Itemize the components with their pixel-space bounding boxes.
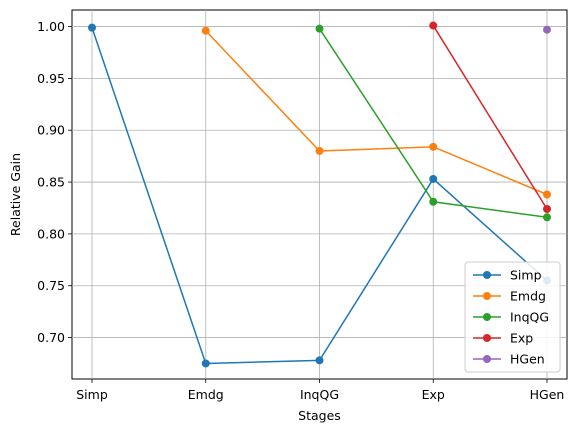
series-line-emdg	[205, 30, 548, 196]
x-tick-label: Emdg	[188, 387, 224, 402]
data-point-emdg	[315, 146, 324, 155]
y-tick-label: 0.90	[37, 123, 65, 138]
legend: Simp Emdg InqQG Exp HGen	[464, 261, 561, 373]
data-point-simp	[315, 356, 324, 365]
y-tick-label: 0.85	[37, 175, 65, 190]
legend-marker	[483, 355, 491, 363]
data-point-exp	[429, 21, 438, 30]
y-axis: 0.70 0.75 0.80 0.85 0.90 0.95 1.00	[37, 19, 72, 345]
y-axis-label: Relative Gain	[8, 153, 23, 236]
legend-box	[464, 261, 561, 373]
data-point-simp	[429, 174, 438, 183]
x-tick-label: Simp	[76, 387, 108, 402]
data-point-simp	[88, 23, 96, 32]
data-point-emdg	[429, 142, 438, 151]
legend-label: HGen	[510, 352, 545, 367]
series-line-exp	[432, 25, 548, 210]
y-tick-label: 0.70	[37, 330, 65, 345]
legend-label: Exp	[510, 331, 533, 346]
legend-marker	[483, 271, 491, 279]
data-point-emdg	[543, 190, 551, 199]
data-point-simp	[201, 359, 210, 368]
data-point-inqqg	[315, 24, 324, 33]
legend-marker	[483, 313, 491, 321]
data-point-exp	[543, 205, 551, 214]
y-tick-label: 0.75	[37, 278, 65, 293]
data-point-hgen	[543, 25, 551, 34]
legend-label: InqQG	[510, 310, 549, 325]
y-tick-label: 0.80	[37, 226, 65, 241]
legend-label: Emdg	[510, 289, 546, 304]
y-tick-label: 1.00	[37, 19, 65, 34]
data-point-emdg	[201, 26, 210, 35]
x-tick-label: HGen	[530, 387, 565, 402]
x-tick-label: InqQG	[300, 387, 339, 402]
x-axis-label: Stages	[298, 408, 341, 423]
legend-marker	[483, 334, 491, 342]
data-point-inqqg	[543, 213, 551, 222]
x-tick-label: Exp	[422, 387, 445, 402]
x-axis: Simp Emdg InqQG Exp HGen	[76, 379, 564, 402]
legend-marker	[483, 292, 491, 300]
data-point-inqqg	[429, 197, 438, 206]
legend-label: Simp	[510, 268, 542, 283]
y-tick-label: 0.95	[37, 71, 65, 86]
